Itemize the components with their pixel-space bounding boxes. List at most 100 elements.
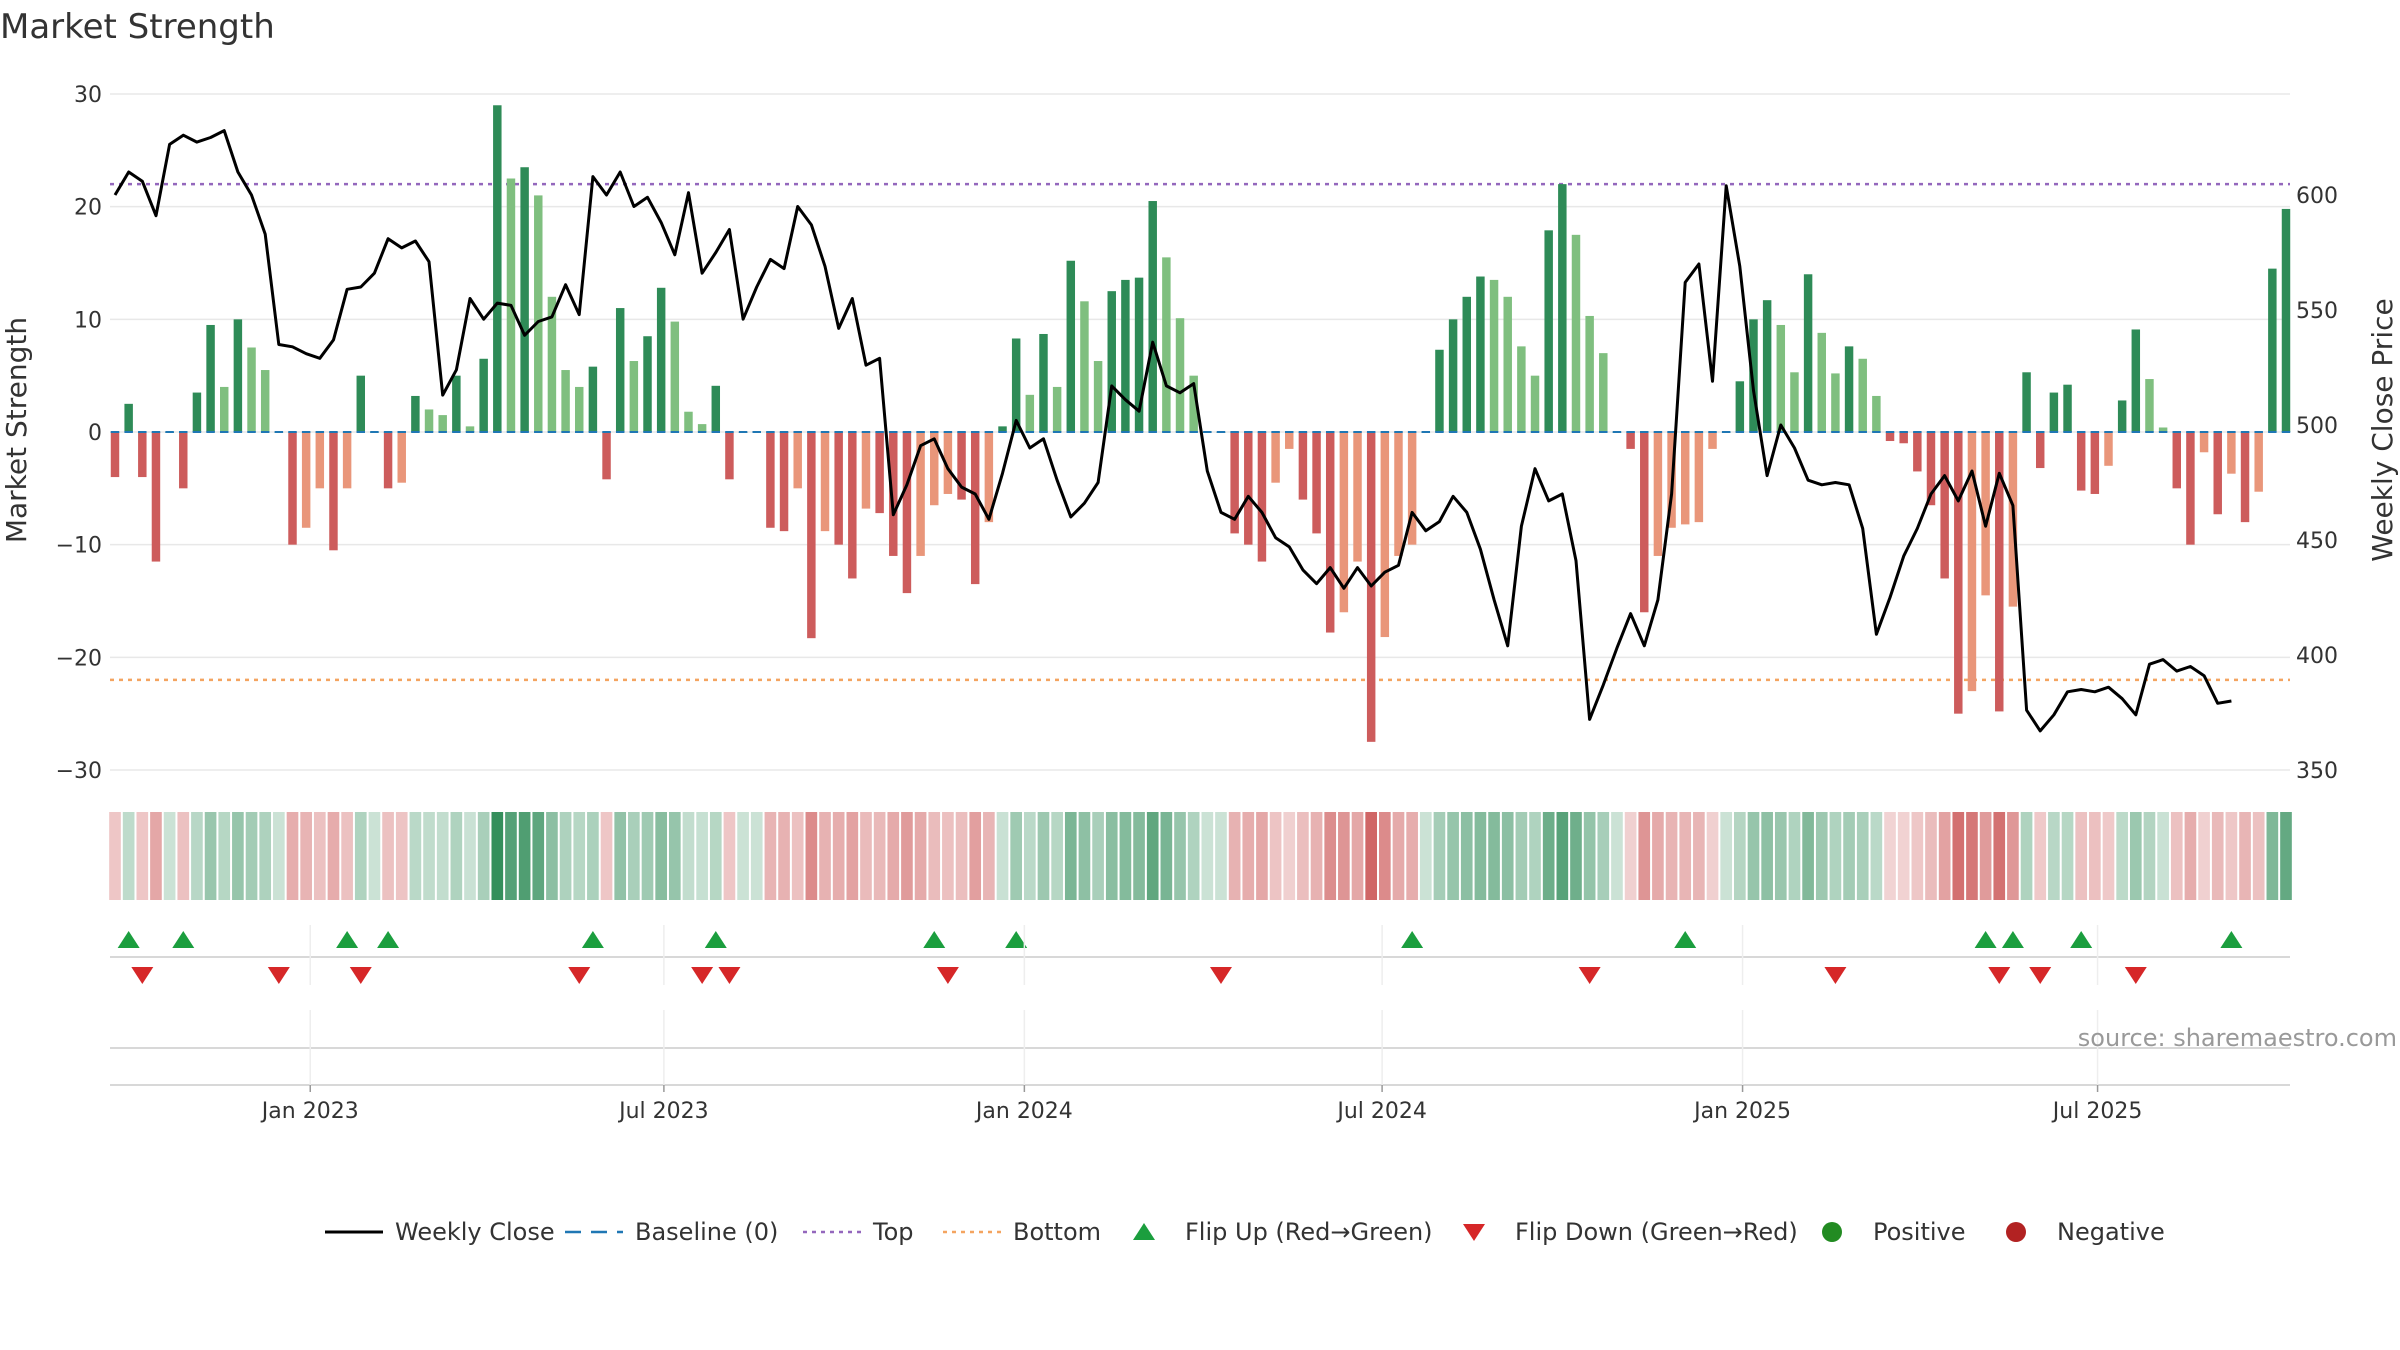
strength-bar xyxy=(520,167,529,432)
heat-cell xyxy=(409,812,422,900)
strength-bar xyxy=(1339,432,1349,613)
strength-bar xyxy=(1544,230,1553,432)
flip-markers-panel xyxy=(110,931,2290,1086)
strength-bar xyxy=(916,432,925,556)
x-axis: Jan 2023 Jul 2023 Jan 2024 Jul 2024 Jan 2025… xyxy=(260,925,2142,1124)
strength-bar xyxy=(889,432,898,556)
strength-bar xyxy=(984,432,994,523)
strength-bar xyxy=(1899,432,1908,444)
heat-cell xyxy=(873,812,886,900)
strength-bar xyxy=(1503,296,1512,432)
strength-bar xyxy=(943,432,953,494)
strength-bar xyxy=(575,386,584,432)
flip-down-marker xyxy=(936,967,959,984)
heat-cell xyxy=(2239,812,2251,900)
legend-label: Bottom xyxy=(1013,1218,1101,1246)
heat-cell xyxy=(423,812,435,900)
heat-cell xyxy=(587,812,599,900)
heat-cell xyxy=(1829,812,1842,900)
flip-up-marker xyxy=(1674,931,1697,948)
heat-cell xyxy=(1747,812,1760,900)
left-tick-label: 30 xyxy=(74,83,102,108)
strength-bar xyxy=(1066,260,1076,432)
heat-cell xyxy=(1474,812,1487,900)
heat-cell xyxy=(1515,812,1528,900)
flip-down-marker xyxy=(1824,967,1847,984)
strength-bar xyxy=(2199,432,2209,453)
strength-bar xyxy=(1462,296,1471,432)
heat-cell xyxy=(1297,812,1309,900)
heat-cell xyxy=(1501,812,1514,900)
strength-bar xyxy=(998,426,1007,432)
heat-cell xyxy=(791,812,804,900)
heat-cell xyxy=(368,812,381,900)
right-tick-label: 550 xyxy=(2296,299,2338,324)
strength-bar xyxy=(315,432,325,489)
strength-bar xyxy=(697,424,707,432)
right-tick-label: 500 xyxy=(2296,414,2338,439)
strength-bar xyxy=(2063,384,2072,432)
flip-down-marker xyxy=(349,967,372,984)
strength-bar xyxy=(1954,432,1963,714)
heat-cell xyxy=(1679,812,1692,900)
heat-cell xyxy=(1146,812,1159,900)
heat-cell xyxy=(1488,812,1500,900)
heat-cell xyxy=(546,812,558,900)
heat-cell xyxy=(382,812,394,900)
flip-down-marker xyxy=(131,967,154,984)
heat-cell xyxy=(682,812,695,900)
heat-cell xyxy=(1734,812,1746,900)
strength-bar xyxy=(2254,432,2263,492)
heat-cell xyxy=(1938,812,1951,900)
heat-cell xyxy=(273,812,285,900)
right-tick-label: 350 xyxy=(2296,759,2338,784)
strength-bar xyxy=(493,105,502,433)
heat-cell xyxy=(1160,812,1173,900)
legend-item: Negative xyxy=(2006,1218,2165,1246)
strength-bar xyxy=(1790,372,1799,432)
heat-cell xyxy=(136,812,149,900)
strength-bar xyxy=(2240,432,2250,523)
strength-bar xyxy=(725,432,734,480)
strength-bar xyxy=(1148,201,1157,432)
heat-cell xyxy=(150,812,162,900)
strength-bar xyxy=(2268,268,2277,432)
heat-cell xyxy=(1638,812,1651,900)
heat-cell xyxy=(1720,812,1733,900)
strength-bar xyxy=(2090,432,2100,494)
strength-bar xyxy=(629,361,639,432)
heat-cell xyxy=(2129,812,2142,900)
strength-bar xyxy=(356,375,366,432)
heat-cell xyxy=(163,812,176,900)
heat-cell xyxy=(1570,812,1582,900)
heat-cell xyxy=(1119,812,1132,900)
heat-cell xyxy=(805,812,818,900)
heat-cell xyxy=(750,812,763,900)
strength-bar xyxy=(438,415,447,432)
heat-cell xyxy=(2198,812,2210,900)
heat-cell xyxy=(204,812,217,900)
heat-cell xyxy=(2075,812,2088,900)
heat-cell xyxy=(996,812,1009,900)
heat-cell xyxy=(491,812,504,900)
left-axis-title: Market Strength xyxy=(0,317,33,543)
strength-bar xyxy=(1476,276,1485,432)
strength-bars xyxy=(110,105,2291,742)
heat-cell xyxy=(1597,812,1610,900)
heat-cell xyxy=(313,812,326,900)
strength-bar xyxy=(1230,432,1239,534)
strength-bar xyxy=(1298,432,1308,500)
flip-up-marker xyxy=(923,931,946,948)
heat-cell xyxy=(1447,812,1459,900)
heat-cell xyxy=(1802,812,1814,900)
flip-up-marker xyxy=(117,931,140,948)
heat-cell xyxy=(1897,812,1910,900)
flip-down-marker xyxy=(1988,967,2011,984)
heat-cell xyxy=(1187,812,1200,900)
strength-bar xyxy=(2035,432,2045,469)
strength-bar xyxy=(151,432,161,562)
strength-bar xyxy=(1749,319,1758,432)
strength-bar xyxy=(957,432,966,500)
x-tick-label: Jan 2024 xyxy=(974,1099,1073,1124)
flip-down-marker xyxy=(1209,967,1232,984)
